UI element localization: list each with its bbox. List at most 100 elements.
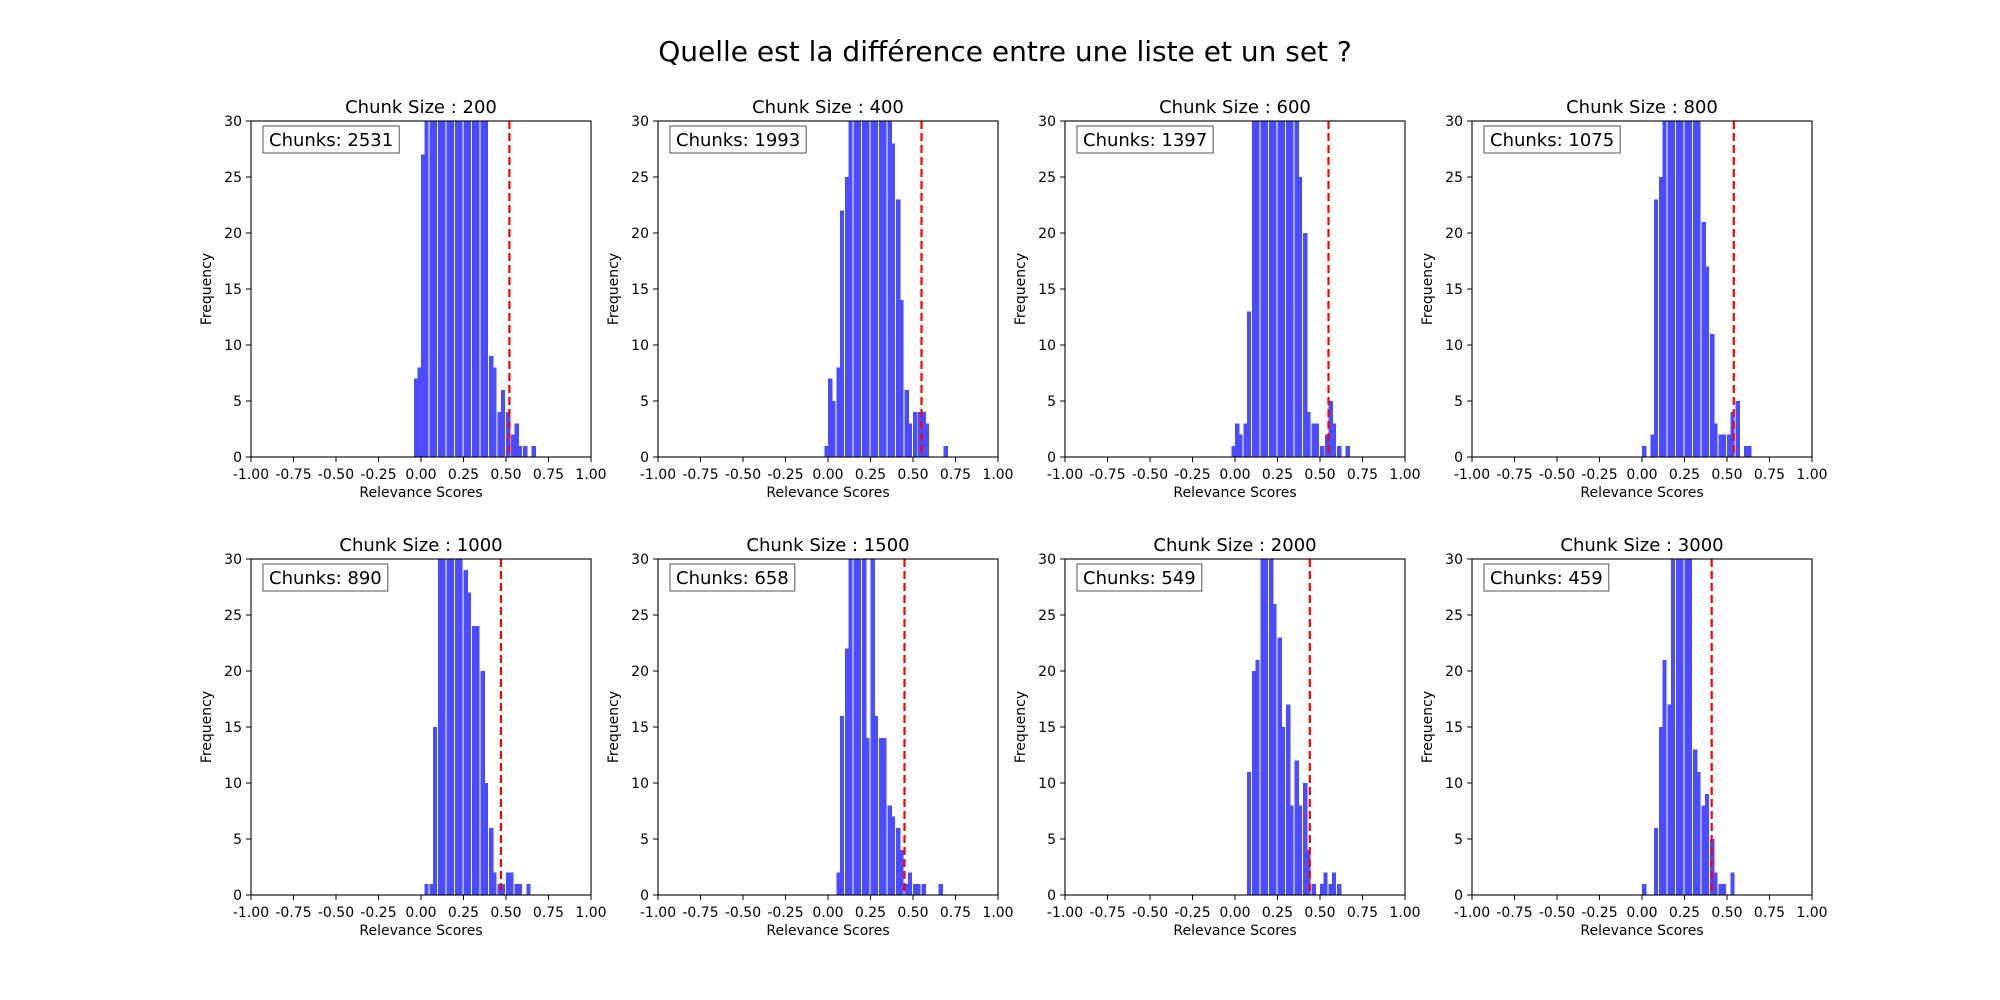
histogram-bar [1328, 401, 1333, 457]
annotation-box [262, 125, 400, 154]
histogram-bar [472, 626, 477, 895]
x-tick-label: 0.00 [1219, 905, 1250, 921]
histogram-bar [1252, 671, 1257, 895]
histogram-bar [446, 559, 451, 895]
histogram-bar [1713, 423, 1718, 457]
y-tick-label: 25 [224, 608, 242, 624]
histogram-bar [1687, 559, 1693, 895]
annotation-box [669, 563, 796, 592]
y-tick-label: 15 [631, 720, 649, 736]
x-tick-label: 0.50 [490, 905, 521, 921]
y-tick-label: 10 [1038, 776, 1056, 792]
histogram-bar [865, 738, 870, 895]
histogram-bar [489, 827, 494, 895]
y-tick-label: 5 [233, 832, 242, 848]
histogram-bar [1246, 311, 1252, 457]
histogram-bar [1696, 771, 1701, 895]
histogram-bar [458, 121, 463, 457]
x-tick-label: 0.75 [533, 467, 564, 483]
histogram-bar [887, 121, 892, 457]
histogram-bar [1280, 727, 1286, 895]
y-tick-label: 30 [224, 114, 242, 130]
x-tick-label: 1.00 [1389, 467, 1420, 483]
histogram-bar [1286, 704, 1291, 895]
histogram-bar [1320, 445, 1325, 457]
histogram-bar [432, 727, 438, 895]
histogram-bar [1730, 412, 1735, 457]
histogram-bar [1701, 221, 1706, 457]
histogram-bar [1252, 121, 1257, 457]
histogram-bar [896, 827, 901, 895]
figure-title: Quelle est la différence entre une liste… [658, 35, 1352, 68]
histogram-bar [870, 121, 875, 457]
y-tick-label: 30 [631, 114, 649, 130]
histogram-bar [506, 412, 511, 457]
x-tick-label: -0.50 [1132, 467, 1168, 483]
histogram-bar [839, 715, 845, 895]
histogram-bar [483, 783, 489, 895]
histogram-bar [1659, 727, 1664, 895]
panel-title: Chunk Size : 1500 [746, 535, 909, 556]
x-tick-label: 0.50 [1304, 467, 1335, 483]
histogram-bar [475, 121, 480, 457]
histogram-bar [492, 367, 497, 457]
y-tick-label: 25 [224, 170, 242, 186]
histogram-bar [870, 559, 875, 895]
histogram-bar [497, 412, 502, 457]
x-tick-label: 0.00 [812, 905, 843, 921]
histogram-bar [517, 883, 523, 895]
x-tick-label: -0.50 [1132, 905, 1168, 921]
y-tick-label: 15 [1038, 720, 1056, 736]
histogram-bar [856, 121, 862, 457]
x-tick-label: 0.00 [1626, 467, 1657, 483]
histogram-bar [531, 445, 536, 457]
histogram-bar [497, 883, 502, 895]
y-tick-label: 30 [1445, 114, 1463, 130]
histogram-bar [417, 367, 422, 457]
x-tick-label: -0.75 [1496, 905, 1532, 921]
x-tick-label: 1.00 [1796, 905, 1827, 921]
annotation-box [669, 125, 807, 154]
histogram-bar [839, 210, 845, 457]
annotation-box [1483, 125, 1621, 154]
x-tick-label: 0.00 [405, 467, 436, 483]
chunk-count-annotation: Chunks: 1397 [1076, 125, 1214, 154]
y-tick-label: 30 [1445, 552, 1463, 568]
histogram-bar [836, 367, 841, 457]
chunk-count-annotation: Chunks: 459 [1483, 563, 1610, 592]
y-tick-label: 15 [1038, 282, 1056, 298]
y-axis-label: Frequency [1420, 691, 1436, 763]
x-tick-label: -1.00 [1454, 905, 1490, 921]
histogram-bar [856, 559, 862, 895]
histogram-bar [1337, 883, 1342, 895]
y-axis-label: Frequency [199, 691, 215, 763]
histogram-bar [441, 559, 446, 895]
y-tick-label: 25 [631, 608, 649, 624]
histogram-bar [526, 883, 531, 895]
annotation-text: Chunks: 1075 [1490, 130, 1614, 151]
histogram-bar [424, 883, 429, 895]
y-axis-label: Frequency [1420, 253, 1436, 325]
histogram-bar [882, 738, 887, 895]
x-tick-label: 1.00 [575, 905, 606, 921]
x-tick-label: -0.50 [725, 467, 761, 483]
panel-title: Chunk Size : 200 [345, 97, 497, 118]
x-tick-label: 1.00 [982, 467, 1013, 483]
panel-title: Chunk Size : 600 [1159, 97, 1311, 118]
histogram-bar [879, 738, 884, 895]
histogram-bar [1280, 121, 1286, 457]
x-tick-label: 0.75 [940, 905, 971, 921]
histogram-bar [824, 445, 829, 457]
x-tick-label: 0.50 [1711, 905, 1742, 921]
histogram-bar [1325, 434, 1330, 457]
chart-panel: -1.00 -0.75 -0.50 -0.25 0.00 0.25 0.50 0.75 1.00… [199, 535, 607, 939]
histogram-bar [1730, 872, 1735, 895]
x-tick-label: 0.25 [1262, 905, 1293, 921]
y-tick-label: 10 [1445, 338, 1463, 354]
x-tick-label: 0.00 [405, 905, 436, 921]
y-tick-label: 25 [1445, 608, 1463, 624]
histogram-bar [1303, 783, 1308, 895]
panel-title: Chunk Size : 2000 [1153, 535, 1316, 556]
x-tick-label: 0.25 [1669, 467, 1700, 483]
